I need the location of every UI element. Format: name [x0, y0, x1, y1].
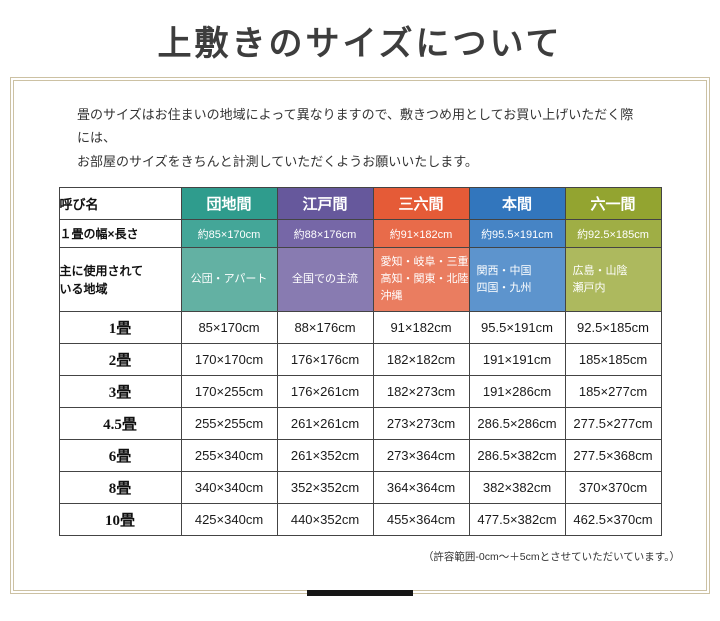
size-cell: 352×352cm [276, 471, 374, 505]
region-label-line-1: 主に使用されて [59, 263, 144, 278]
content-panel: 畳のサイズはお住まいの地域によって異なりますので、敷きつめ用としてお買い上げいた… [10, 77, 710, 596]
size-cell: 364×364cm [372, 471, 470, 505]
size-cell: 340×340cm [180, 471, 278, 505]
size-cell: 182×273cm [372, 375, 470, 409]
region-cell: 全国での主流 [276, 247, 374, 313]
column-header-honma: 本間 [468, 187, 566, 221]
tolerance-note: （許容範囲-0cm〜＋5cmとさせていただいています。） [422, 551, 680, 564]
bottom-accent-bar [307, 590, 413, 596]
size-cell: 286.5×286cm [468, 407, 566, 441]
tatami-count-label: 8畳 [58, 471, 182, 505]
size-cell: 191×191cm [468, 343, 566, 377]
region-cell: 公団・アパート [180, 247, 278, 313]
intro-line-2: お部屋のサイズをきちんと計測していただくようお願いいたします。 [77, 153, 478, 169]
size-cell: 455×364cm [372, 503, 470, 537]
tatami-count-label: 10畳 [58, 503, 182, 537]
size-cell: 440×352cm [276, 503, 374, 537]
tatami-count-label: 3畳 [58, 375, 182, 409]
region-label: 主に使用されて いる地域 [58, 247, 182, 313]
size-cell: 477.5×382cm [468, 503, 566, 537]
size-cell: 176×176cm [276, 343, 374, 377]
size-cell: 182×182cm [372, 343, 470, 377]
tatami-count-label: 2畳 [58, 343, 182, 377]
size-cell: 277.5×368cm [564, 439, 662, 473]
size-cell: 170×255cm [180, 375, 278, 409]
size-cell: 462.5×370cm [564, 503, 662, 537]
width-cell: 約85×170cm [180, 219, 278, 249]
tatami-count-label: 6畳 [58, 439, 182, 473]
width-length-label: １畳の幅×長さ [58, 219, 182, 249]
region-cell: 広島・山陰 瀬戸内 [564, 247, 662, 313]
size-cell: 185×277cm [564, 375, 662, 409]
size-cell: 277.5×277cm [564, 407, 662, 441]
size-cell: 370×370cm [564, 471, 662, 505]
table-row: 2畳 170×170cm 176×176cm 182×182cm 191×191… [58, 343, 662, 377]
size-cell: 91×182cm [372, 311, 470, 345]
size-cell: 170×170cm [180, 343, 278, 377]
table-row: 10畳 425×340cm 440×352cm 455×364cm 477.5×… [58, 503, 662, 537]
column-header-sanrokuma: 三六間 [372, 187, 470, 221]
column-header-edoma: 江戸間 [276, 187, 374, 221]
intro-line-1: 畳のサイズはお住まいの地域によって異なりますので、敷きつめ用としてお買い上げいた… [77, 107, 634, 146]
page-title: 上敷きのサイズについて [157, 26, 563, 63]
size-cell: 185×185cm [564, 343, 662, 377]
size-cell: 85×170cm [180, 311, 278, 345]
size-cell: 286.5×382cm [468, 439, 566, 473]
region-cell: 愛知・岐阜・三重 高知・関東・北陸 沖縄 [372, 247, 470, 313]
size-cell: 273×273cm [372, 407, 470, 441]
size-cell: 95.5×191cm [468, 311, 566, 345]
size-cell: 382×382cm [468, 471, 566, 505]
table-row: 6畳 255×340cm 261×352cm 273×364cm 286.5×3… [58, 439, 662, 473]
tatami-count-label: 4.5畳 [58, 407, 182, 441]
size-cell: 176×261cm [276, 375, 374, 409]
size-cell: 261×261cm [276, 407, 374, 441]
width-cell: 約88×176cm [276, 219, 374, 249]
size-cell: 92.5×185cm [564, 311, 662, 345]
table-header-row: 呼び名 団地間 江戸間 三六間 本間 六一間 [58, 187, 662, 221]
size-cell: 255×255cm [180, 407, 278, 441]
width-cell: 約92.5×185cm [564, 219, 662, 249]
width-length-row: １畳の幅×長さ 約85×170cm 約88×176cm 約91×182cm 約9… [58, 219, 662, 249]
table-row: 4.5畳 255×255cm 261×261cm 273×273cm 286.5… [58, 407, 662, 441]
table-row: 3畳 170×255cm 176×261cm 182×273cm 191×286… [58, 375, 662, 409]
region-label-line-2: いる地域 [59, 281, 108, 296]
size-table: 呼び名 団地間 江戸間 三六間 本間 六一間 １畳の幅×長さ 約85×170cm… [58, 187, 662, 537]
table-row: 8畳 340×340cm 352×352cm 364×364cm 382×382… [58, 471, 662, 505]
size-cell: 425×340cm [180, 503, 278, 537]
size-cell: 191×286cm [468, 375, 566, 409]
corner-header: 呼び名 [58, 187, 182, 221]
width-cell: 約91×182cm [372, 219, 470, 249]
region-row: 主に使用されて いる地域 公団・アパート 全国での主流 愛知・岐阜・三重 高知・… [58, 247, 662, 313]
column-header-rokuichima: 六一間 [564, 187, 662, 221]
table-row: 1畳 85×170cm 88×176cm 91×182cm 95.5×191cm… [58, 311, 662, 345]
size-cell: 261×352cm [276, 439, 374, 473]
intro-text: 畳のサイズはお住まいの地域によって異なりますので、敷きつめ用としてお買い上げいた… [77, 103, 643, 173]
size-cell: 273×364cm [372, 439, 470, 473]
size-cell: 255×340cm [180, 439, 278, 473]
width-cell: 約95.5×191cm [468, 219, 566, 249]
column-header-danchima: 団地間 [180, 187, 278, 221]
region-cell: 関西・中国 四国・九州 [468, 247, 566, 313]
size-cell: 88×176cm [276, 311, 374, 345]
tatami-count-label: 1畳 [58, 311, 182, 345]
